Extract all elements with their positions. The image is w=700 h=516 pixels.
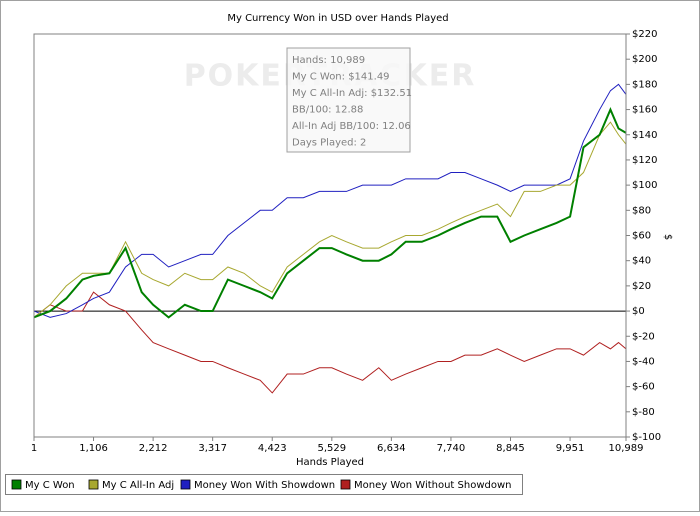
- tooltip-line: My C All-In Adj: $132.51: [292, 88, 412, 99]
- plot: $-100 $-80 $-60 $-40 $-20 $0 $20 $40 $60 $80 $100 $…: [31, 29, 661, 454]
- tooltip: Hands: 10,989 My C Won: $141.49 My C All-I…: [286, 47, 412, 153]
- tooltip-line: Days Played: 2: [292, 138, 366, 149]
- chart-title: My Currency Won in USD over Hands Played: [227, 13, 448, 24]
- y-tick-label: $200: [632, 54, 657, 65]
- y-tick-label: $160: [632, 105, 657, 116]
- x-axis-label: Hands Played: [296, 457, 364, 468]
- y-tick-label: $40: [632, 256, 651, 267]
- plot-border: [33, 33, 627, 438]
- x-tick-label: 8,845: [496, 443, 525, 454]
- legend-swatch: [180, 479, 191, 490]
- tooltip-line: My C Won: $141.49: [292, 72, 390, 83]
- legend: My C Won My C All-In Adj Money Won With Sh…: [11, 479, 512, 491]
- x-tick-label: 7,740: [437, 443, 466, 454]
- x-tick-label: 4,423: [258, 443, 287, 454]
- legend-label: Money Won With Showdown: [194, 480, 335, 491]
- x-tick-label: 5,529: [318, 443, 347, 454]
- legend-label: Money Won Without Showdown: [354, 480, 512, 491]
- tooltip-line: BB/100: 12.88: [292, 105, 363, 116]
- legend-swatch: [88, 479, 99, 490]
- x-tick-label: 10,989: [609, 443, 644, 454]
- x-tick-label: 1: [31, 443, 37, 454]
- x-tick-label: 6,634: [377, 443, 406, 454]
- x-tick-label: 1,106: [79, 443, 108, 454]
- y-tick-label: $100: [632, 180, 657, 191]
- x-tick-label: 3,317: [198, 443, 227, 454]
- y-tick-label: $-80: [632, 407, 655, 418]
- legend-label: My C All-In Adj: [102, 480, 174, 491]
- y-tick-label: $60: [632, 231, 651, 242]
- y-tick-label: $180: [632, 79, 657, 90]
- y-tick-label: $0: [632, 306, 645, 317]
- y-tick-label: $80: [632, 205, 651, 216]
- y-tick-label: $-40: [632, 356, 655, 367]
- y-tick-label: $-20: [632, 331, 655, 342]
- y-tick-label: $-100: [632, 432, 661, 443]
- series-line: [33, 107, 627, 319]
- y-axis-label: $: [662, 234, 673, 240]
- legend-box: [5, 474, 523, 495]
- y-tick-label: $220: [632, 29, 657, 40]
- series-line: [33, 291, 627, 394]
- y-tick-label: $-60: [632, 382, 655, 393]
- y-tick-label: $140: [632, 130, 657, 141]
- legend-swatch: [11, 479, 22, 490]
- tooltip-line: Hands: 10,989: [292, 55, 365, 66]
- series-line: [33, 121, 627, 318]
- legend-swatch: [340, 479, 351, 490]
- legend-label: My C Won: [25, 480, 75, 491]
- x-tick-label: 2,212: [139, 443, 168, 454]
- tooltip-box: [286, 47, 411, 153]
- y-tick-label: $120: [632, 155, 657, 166]
- series-line: [33, 83, 627, 318]
- y-tick-label: $20: [632, 281, 651, 292]
- x-tick-label: 9,951: [556, 443, 585, 454]
- tooltip-line: All-In Adj BB/100: 12.06: [292, 121, 411, 132]
